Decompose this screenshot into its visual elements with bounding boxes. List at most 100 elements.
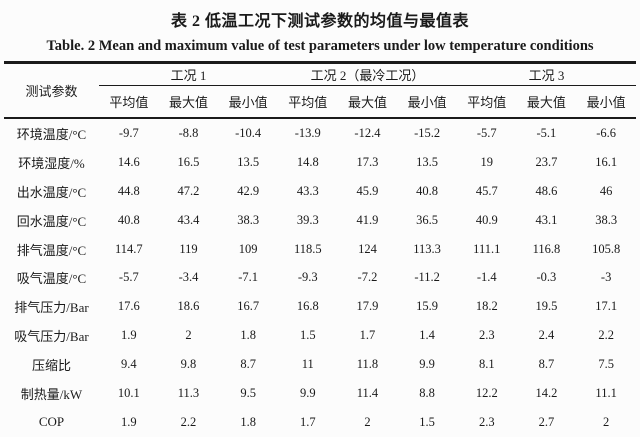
value-cell: 1.7 bbox=[359, 328, 376, 343]
value-cell: 114.7 bbox=[114, 241, 143, 256]
value-cell: 16.7 bbox=[237, 299, 260, 314]
table-caption-chinese: 表 2 低温工况下测试参数的均值与最值表 bbox=[170, 13, 469, 30]
value-cell: 113.3 bbox=[413, 241, 441, 256]
value-cell: 105.8 bbox=[592, 241, 621, 256]
value-cell: -9.3 bbox=[297, 270, 318, 285]
value-cell: 2.4 bbox=[538, 328, 555, 343]
group-header-condition-1: 工况 1 bbox=[99, 62, 278, 86]
value-cell: 119 bbox=[179, 241, 198, 256]
value-cell: 2.7 bbox=[538, 414, 555, 429]
value-cell: 19.5 bbox=[535, 299, 558, 314]
table-body: 环境温度/°C -9.7 -8.8 -10.4 -13.9 -12.4 -15.2 -5.7 -… bbox=[4, 118, 636, 437]
value-cell: -6.6 bbox=[596, 125, 617, 140]
value-cell: 44.8 bbox=[117, 183, 140, 198]
value-cell: -5.7 bbox=[476, 125, 497, 140]
subheader-max: 最大值 bbox=[168, 95, 208, 110]
value-cell: -7.2 bbox=[357, 270, 378, 285]
value-cell: 111.1 bbox=[473, 241, 501, 256]
table-row: 吸气压力/Bar 1.9 2 1.8 1.5 1.7 1.4 2.3 2.4 2.2 bbox=[4, 321, 636, 350]
table-row: 吸气温度/°C -5.7 -3.4 -7.1 -9.3 -7.2 -11.2 -1.4 -0.3… bbox=[4, 263, 636, 292]
subheader-mean: 平均值 bbox=[467, 95, 507, 110]
value-cell: 18.6 bbox=[177, 299, 200, 314]
table-header: 测试参数 工况 1 工况 2（最冷工况） 工况 3 平均值 最大值 最小值 平均… bbox=[4, 62, 636, 119]
value-cell: 116.8 bbox=[532, 241, 561, 256]
subheader-max: 最大值 bbox=[347, 95, 387, 110]
value-cell: 40.8 bbox=[416, 183, 439, 198]
subheader-min: 最小值 bbox=[586, 95, 626, 110]
value-cell: 42.9 bbox=[237, 183, 260, 198]
param-label: COP bbox=[38, 414, 65, 430]
stat-subheader-row: 平均值 最大值 最小值 平均值 最大值 最小值 平均值 最大值 最小值 bbox=[4, 86, 636, 119]
value-cell: 15.9 bbox=[416, 299, 439, 314]
param-label: 回水温度/°C bbox=[16, 213, 87, 229]
param-column-header: 测试参数 bbox=[25, 84, 78, 99]
value-cell: -15.2 bbox=[414, 125, 441, 140]
value-cell: 9.5 bbox=[240, 385, 256, 400]
subheader-min: 最小值 bbox=[228, 95, 268, 110]
value-cell: 1.5 bbox=[299, 328, 316, 343]
value-cell: 2.3 bbox=[478, 414, 495, 429]
value-cell: 124 bbox=[358, 241, 377, 256]
value-cell: 40.9 bbox=[475, 212, 498, 227]
param-label: 压缩比 bbox=[31, 358, 71, 374]
table-row: 压缩比 9.4 9.8 8.7 11 11.8 9.9 8.1 8.7 7.5 bbox=[4, 350, 636, 379]
value-cell: 38.3 bbox=[595, 212, 618, 227]
condition-group-row: 测试参数 工况 1 工况 2（最冷工况） 工况 3 bbox=[4, 62, 636, 99]
value-cell: -8.8 bbox=[178, 125, 199, 140]
param-label: 排气温度/°C bbox=[16, 242, 87, 258]
value-cell: 48.6 bbox=[535, 183, 558, 198]
value-cell: 16.5 bbox=[177, 154, 200, 169]
value-cell: 40.8 bbox=[117, 212, 140, 227]
value-cell: 9.4 bbox=[121, 357, 137, 372]
value-cell: 17.9 bbox=[356, 299, 379, 314]
value-cell: -3.4 bbox=[178, 270, 199, 285]
group-header-condition-2: 工况 2（最冷工况） bbox=[277, 62, 457, 86]
value-cell: 45.9 bbox=[356, 183, 379, 198]
value-cell: 17.6 bbox=[117, 299, 140, 314]
value-cell: 8.7 bbox=[240, 357, 256, 372]
value-cell: 36.5 bbox=[416, 212, 439, 227]
value-cell: 46 bbox=[599, 183, 613, 198]
value-cell: 9.8 bbox=[180, 357, 197, 372]
value-cell: -13.9 bbox=[294, 125, 321, 140]
table-row: 排气温度/°C 114.7 119 109 118.5 124 113.3 111.1 116.… bbox=[4, 235, 636, 264]
value-cell: 47.2 bbox=[177, 183, 200, 198]
value-cell: 11.8 bbox=[356, 357, 379, 372]
value-cell: 13.5 bbox=[237, 154, 260, 169]
value-cell: -5.7 bbox=[118, 270, 139, 285]
value-cell: 16.1 bbox=[595, 154, 618, 169]
value-cell: 18.2 bbox=[475, 299, 498, 314]
value-cell: 8.8 bbox=[419, 385, 435, 400]
value-cell: 23.7 bbox=[535, 154, 558, 169]
subheader-max: 最大值 bbox=[526, 95, 566, 110]
value-cell: -7.1 bbox=[238, 270, 259, 285]
value-cell: 13.5 bbox=[416, 154, 439, 169]
value-cell: 1.8 bbox=[240, 328, 256, 343]
value-cell: 8.1 bbox=[478, 357, 495, 372]
value-cell: 11.1 bbox=[595, 385, 617, 400]
group-header-condition-3: 工况 3 bbox=[456, 62, 636, 86]
value-cell: 19 bbox=[480, 154, 494, 169]
value-cell: 14.2 bbox=[535, 385, 558, 400]
value-cell: 16.8 bbox=[296, 299, 319, 314]
table-row: 回水温度/°C 40.8 43.4 38.3 39.3 41.9 36.5 40.9 43.1 3… bbox=[4, 206, 636, 235]
value-cell: -9.7 bbox=[118, 125, 139, 140]
value-cell: 1.4 bbox=[419, 328, 435, 343]
value-cell: 2.2 bbox=[598, 328, 614, 343]
value-cell: 2 bbox=[603, 414, 610, 429]
value-cell: -0.3 bbox=[536, 270, 557, 285]
value-cell: 2 bbox=[364, 414, 371, 429]
value-cell: 1.9 bbox=[121, 328, 137, 343]
param-label: 环境温度/°C bbox=[16, 126, 87, 142]
value-cell: 45.7 bbox=[475, 183, 498, 198]
value-cell: 10.1 bbox=[117, 385, 140, 400]
value-cell: 1.7 bbox=[299, 414, 316, 429]
test-parameters-table: 测试参数 工况 1 工况 2（最冷工况） 工况 3 平均值 最大值 最小值 平均… bbox=[4, 61, 636, 437]
param-label: 环境湿度/% bbox=[18, 155, 85, 171]
param-label: 吸气温度/°C bbox=[16, 271, 87, 287]
value-cell: -12.4 bbox=[354, 125, 381, 140]
value-cell: 17.1 bbox=[595, 299, 618, 314]
table-row: 排气压力/Bar 17.6 18.6 16.7 16.8 17.9 15.9 18.2 19.5… bbox=[4, 292, 636, 321]
value-cell: 1.5 bbox=[419, 414, 435, 429]
